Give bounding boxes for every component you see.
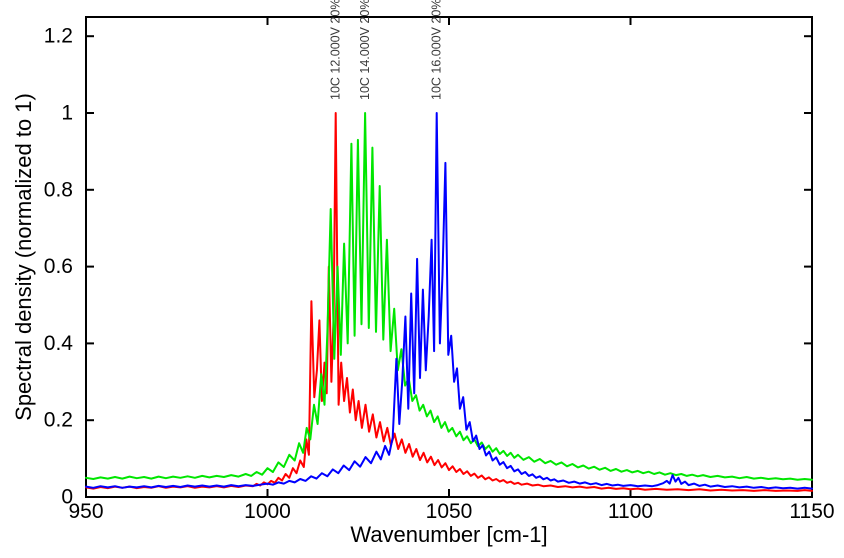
y-tick-label: 0.2 xyxy=(44,409,73,432)
y-axis-title: Spectral density (normalized to 1) xyxy=(11,93,36,421)
peak-annotation-2: 10C 16.000V 20% xyxy=(430,0,444,100)
peak-annotation-1: 10C 14.000V 20% xyxy=(358,0,372,100)
x-tick-label: 1100 xyxy=(608,500,653,523)
y-tick-label: 1.2 xyxy=(44,25,73,48)
series-line-0 xyxy=(85,112,813,492)
x-tick-label: 1000 xyxy=(244,500,291,523)
y-tick-label: 1 xyxy=(61,102,73,125)
x-tick-label: 1150 xyxy=(789,500,834,523)
plot-border xyxy=(85,16,813,498)
y-tick-label: 0.8 xyxy=(44,178,73,201)
y-tick-label: 0.4 xyxy=(44,332,74,355)
series-line-2 xyxy=(85,112,813,490)
x-tick-label: 1050 xyxy=(426,500,473,523)
x-tick-label: 950 xyxy=(68,500,103,523)
y-tick-label: 0 xyxy=(61,486,73,509)
x-axis-title: Wavenumber [cm-1] xyxy=(350,522,548,547)
peak-annotation-0: 10C 12.000V 20% xyxy=(329,0,343,100)
series-line-1 xyxy=(85,112,813,481)
y-tick-label: 0.6 xyxy=(44,255,73,278)
